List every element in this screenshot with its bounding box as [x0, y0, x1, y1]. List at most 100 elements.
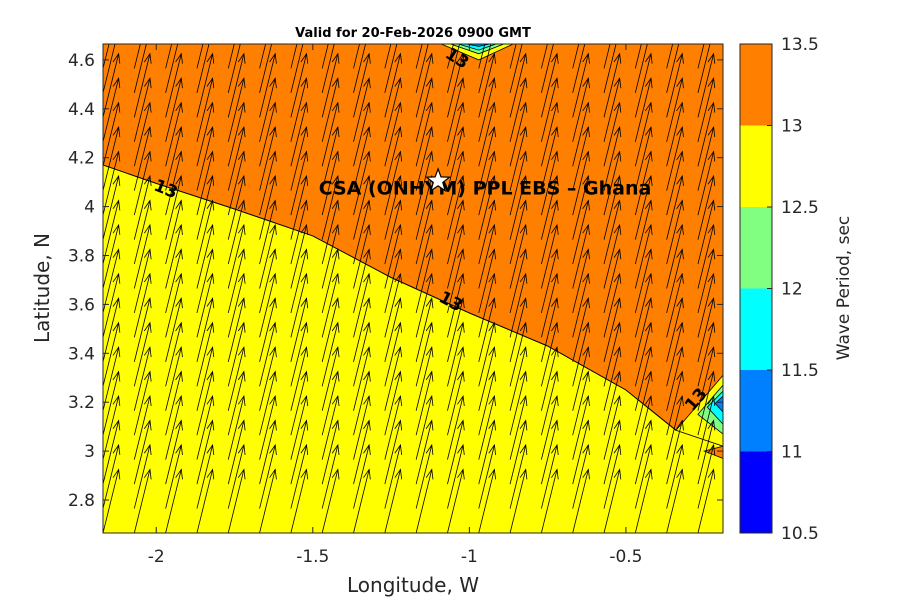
wave-vector	[103, 126, 121, 191]
wave-vector	[415, 44, 429, 93]
wave-vector	[165, 468, 183, 533]
wave-vector	[196, 248, 215, 314]
wave-vector	[384, 44, 398, 93]
wave-vector	[603, 394, 622, 460]
wave-vector	[227, 297, 246, 362]
wave-vector	[478, 52, 496, 118]
wave-vector	[541, 44, 542, 45]
wave-vector	[133, 77, 152, 142]
wave-vector	[478, 101, 496, 167]
wave-vector	[384, 297, 403, 362]
colorbar-tick-label: 11	[781, 443, 803, 463]
wave-vector	[227, 394, 246, 460]
wave-vector	[196, 44, 204, 69]
wave-vector	[478, 370, 496, 436]
wave-vector	[196, 174, 215, 240]
wave-vector	[196, 223, 215, 289]
wave-vector	[603, 419, 622, 485]
wave-vector	[509, 419, 528, 485]
wave-vector	[321, 101, 340, 167]
wave-vector	[228, 44, 229, 45]
wave-vector	[165, 346, 183, 411]
colorbar-label: Wave Period, sec	[834, 216, 854, 361]
wave-vector	[634, 150, 653, 216]
wave-vector	[259, 44, 260, 45]
wave-vector	[540, 370, 559, 436]
wave-vector	[540, 223, 559, 289]
wave-vector	[603, 321, 622, 387]
wave-vector	[509, 394, 528, 460]
wave-vector	[227, 468, 246, 533]
wave-vector	[384, 248, 403, 314]
wave-vector	[666, 443, 684, 509]
wave-vector	[666, 44, 668, 45]
colorbar-tick-label: 12.5	[781, 198, 819, 218]
wave-vector	[384, 370, 403, 436]
wave-vector	[415, 321, 434, 387]
wave-vector	[133, 443, 152, 509]
wave-vector	[384, 272, 403, 338]
wave-vector	[666, 52, 684, 118]
wave-vector	[447, 52, 465, 118]
wave-vector	[259, 346, 277, 411]
wave-vector	[103, 52, 121, 118]
wave-vector	[697, 370, 716, 436]
wave-vector	[196, 468, 215, 533]
wave-vector	[290, 419, 309, 485]
wave-vector	[165, 44, 173, 69]
wave-vector	[103, 174, 121, 240]
wave-vector	[447, 346, 465, 411]
wave-vector	[478, 199, 496, 265]
wave-vector	[259, 419, 277, 485]
wave-vector	[447, 199, 465, 265]
wave-vector	[321, 199, 340, 265]
wave-vector	[478, 443, 496, 509]
wave-vector	[103, 394, 121, 460]
wave-vector	[133, 370, 152, 436]
wave-vector	[196, 150, 215, 216]
wave-vector	[321, 126, 340, 191]
wave-vector	[353, 321, 371, 387]
wave-vector	[509, 126, 528, 191]
wave-vector	[103, 44, 110, 69]
wave-vector	[133, 346, 152, 411]
wave-vector	[321, 248, 340, 314]
wave-vector	[572, 223, 590, 289]
wave-vector	[697, 101, 716, 167]
wave-vector	[321, 44, 335, 93]
wave-vector	[103, 297, 121, 362]
wave-vector	[290, 126, 309, 191]
wave-vector	[384, 443, 403, 509]
wave-vector	[321, 297, 340, 362]
wave-vector	[259, 101, 277, 167]
wave-vector	[509, 443, 528, 509]
wave-vector	[634, 199, 653, 265]
wave-vector	[290, 468, 309, 533]
wave-vector	[415, 370, 434, 436]
wave-vector	[353, 297, 371, 362]
wave-vector	[133, 101, 152, 167]
wave-vector	[227, 419, 246, 485]
wave-vector	[697, 199, 716, 265]
wave-vector	[540, 248, 559, 314]
colorbar-band	[740, 207, 772, 289]
wave-vector	[196, 77, 215, 142]
wave-vector	[103, 44, 116, 93]
wave-vector	[478, 174, 496, 240]
wave-vector	[133, 321, 152, 387]
wave-vector	[478, 44, 492, 93]
wave-vector	[634, 321, 653, 387]
colorbar-tick-label: 13.5	[781, 35, 819, 55]
wave-vector	[634, 394, 653, 460]
wave-vector	[103, 77, 121, 142]
wave-vector	[572, 370, 590, 436]
wave-vector	[321, 321, 340, 387]
wave-vector	[290, 174, 309, 240]
wave-vector	[572, 174, 590, 240]
wave-vector	[447, 419, 465, 485]
contour-13-line	[103, 164, 677, 431]
wave-vector	[290, 394, 309, 460]
wave-vector	[196, 297, 215, 362]
wave-vector	[353, 52, 371, 118]
wave-vector	[666, 297, 684, 362]
